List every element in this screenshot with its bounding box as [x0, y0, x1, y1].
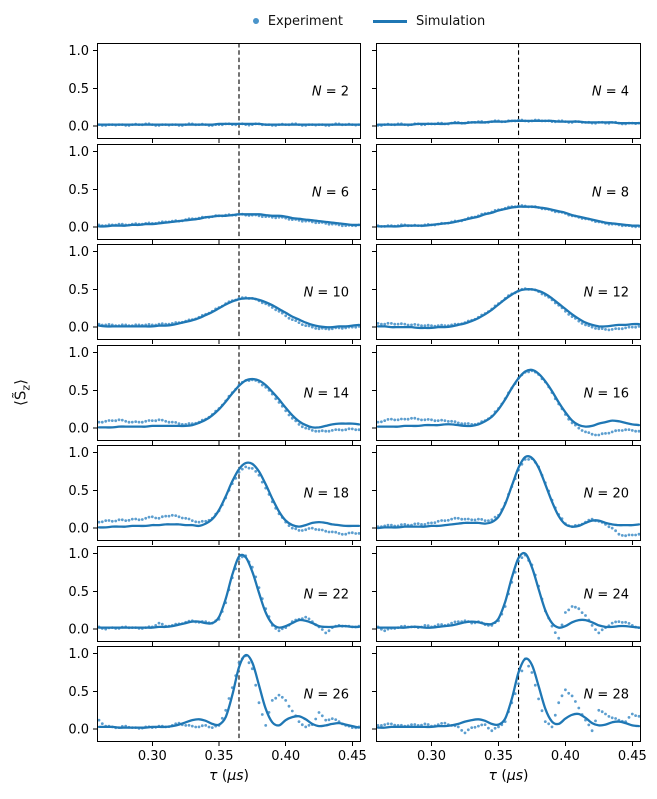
y-tick-label: 1.0	[68, 647, 89, 662]
y-tick-label: 0.0	[68, 120, 89, 135]
panel-spines	[97, 143, 361, 240]
simulation-curve	[97, 297, 361, 329]
simulation-curve	[376, 205, 641, 228]
y-tick-label: 0.0	[68, 321, 89, 336]
simulation-curve	[97, 122, 361, 126]
panel-label: N = 2	[312, 85, 349, 100]
panel-label: N = 12	[584, 286, 629, 301]
y-tick-label: 0.5	[68, 182, 89, 197]
experiment-dots	[97, 465, 361, 536]
legend-item-experiment: Experiment	[252, 13, 343, 29]
y-tick-label: 0.5	[68, 383, 89, 398]
legend-label-simulation: Simulation	[415, 13, 486, 29]
panel-n-14: 1.0 0.5 0.0 N = 14	[68, 344, 361, 445]
panel-spines	[97, 646, 361, 742]
simulation-curve	[376, 455, 641, 530]
simulation-curve	[97, 212, 361, 228]
panel-n-12: N = 12	[372, 244, 641, 344]
panel-label: N = 14	[304, 386, 349, 401]
legend-label-experiment: Experiment	[267, 13, 343, 29]
y-tick-label: 0.0	[68, 421, 89, 436]
x-axis-label: τ (μs)	[209, 768, 249, 784]
y-tick-label: 1.0	[68, 547, 89, 562]
y-tick-label: 0.0	[68, 723, 89, 738]
simulation-curve	[97, 553, 361, 629]
panel-label: N = 6	[312, 185, 349, 200]
y-tick-label: 1.0	[68, 245, 89, 260]
panel-n-2: 1.0 0.5 0.0 N = 2	[68, 43, 361, 143]
panel-label: N = 10	[304, 286, 349, 301]
panel-spines	[97, 244, 361, 340]
panel-label: N = 18	[304, 487, 349, 502]
x-tick-label: 0.35	[484, 749, 513, 764]
y-tick-label: 1.0	[68, 145, 89, 160]
y-tick-label: 1.0	[68, 44, 89, 59]
simulation-curve	[376, 551, 641, 629]
panel-n-26: 1.0 0.5 0.0 0.30 0.35 0.40 0.45 τ (μs) N = 26	[68, 646, 367, 784]
panel-label: N = 26	[304, 688, 349, 703]
panel-spines	[97, 545, 361, 642]
panel-spines	[376, 344, 641, 441]
x-tick-label: 0.35	[205, 749, 234, 764]
x-tick-label: 0.40	[551, 749, 580, 764]
simulation-curve	[376, 657, 641, 729]
panel-spines	[376, 43, 641, 139]
panel-label: N = 16	[584, 386, 629, 401]
x-tick-label: 0.45	[618, 749, 647, 764]
simulation-curve	[376, 288, 641, 330]
panel-spines	[97, 445, 361, 541]
simulation-line-icon	[372, 19, 407, 23]
panel-n-16: N = 16	[372, 344, 641, 445]
x-tick-label: 0.45	[338, 749, 367, 764]
experiment-dot-icon	[252, 18, 259, 24]
x-tick-label: 0.30	[417, 749, 446, 764]
y-tick-label: 0.0	[68, 522, 89, 537]
simulation-curve	[97, 461, 361, 529]
y-axis-label: ⟨S̃z⟩	[11, 379, 33, 407]
y-tick-label: 0.5	[68, 283, 89, 298]
x-tick-label: 0.40	[271, 749, 300, 764]
panel-spines	[97, 43, 361, 139]
panel-n-10: 1.0 0.5 0.0 N = 10	[68, 244, 361, 344]
x-axis-label: τ (μs)	[488, 768, 528, 784]
simulation-curve	[376, 368, 641, 428]
panel-label: N = 8	[592, 185, 629, 200]
panel-n-4: N = 4	[372, 43, 641, 143]
panel-n-22: 1.0 0.5 0.0 N = 22	[68, 545, 361, 646]
y-tick-label: 1.0	[68, 446, 89, 461]
panel-label: N = 28	[584, 688, 629, 703]
panel-n-20: N = 20	[372, 445, 641, 545]
y-tick-label: 0.0	[68, 220, 89, 235]
legend-item-simulation: Simulation	[372, 13, 486, 29]
y-tick-label: 0.5	[68, 484, 89, 499]
y-tick-label: 0.5	[68, 685, 89, 700]
panel-n-18: 1.0 0.5 0.0 N = 18	[68, 445, 361, 545]
y-tick-label: 1.0	[68, 346, 89, 361]
y-tick-label: 0.5	[68, 82, 89, 97]
y-tick-label: 0.0	[68, 622, 89, 637]
panel-spines	[376, 646, 641, 742]
panel-spines	[376, 244, 641, 340]
legend: Experiment Simulation	[97, 9, 641, 33]
panel-spines	[376, 445, 641, 541]
panel-spines	[376, 545, 641, 642]
simulation-curve	[97, 653, 361, 729]
panel-label: N = 24	[584, 587, 629, 602]
simulation-curve	[376, 119, 641, 126]
panel-n-28: 0.30 0.35 0.40 0.45 τ (μs) N = 28	[372, 646, 647, 784]
panel-n-24: N = 24	[372, 545, 641, 646]
panel-spines	[376, 143, 641, 240]
panel-label: N = 20	[584, 487, 629, 502]
panel-label: N = 4	[592, 85, 629, 100]
panel-spines	[97, 344, 361, 441]
simulation-curve	[97, 377, 361, 429]
panel-n-6: 1.0 0.5 0.0 N = 6	[68, 143, 361, 244]
y-tick-label: 0.5	[68, 584, 89, 599]
panel-n-8: N = 8	[372, 143, 641, 244]
x-tick-label: 0.30	[138, 749, 167, 764]
panel-label: N = 22	[304, 587, 349, 602]
